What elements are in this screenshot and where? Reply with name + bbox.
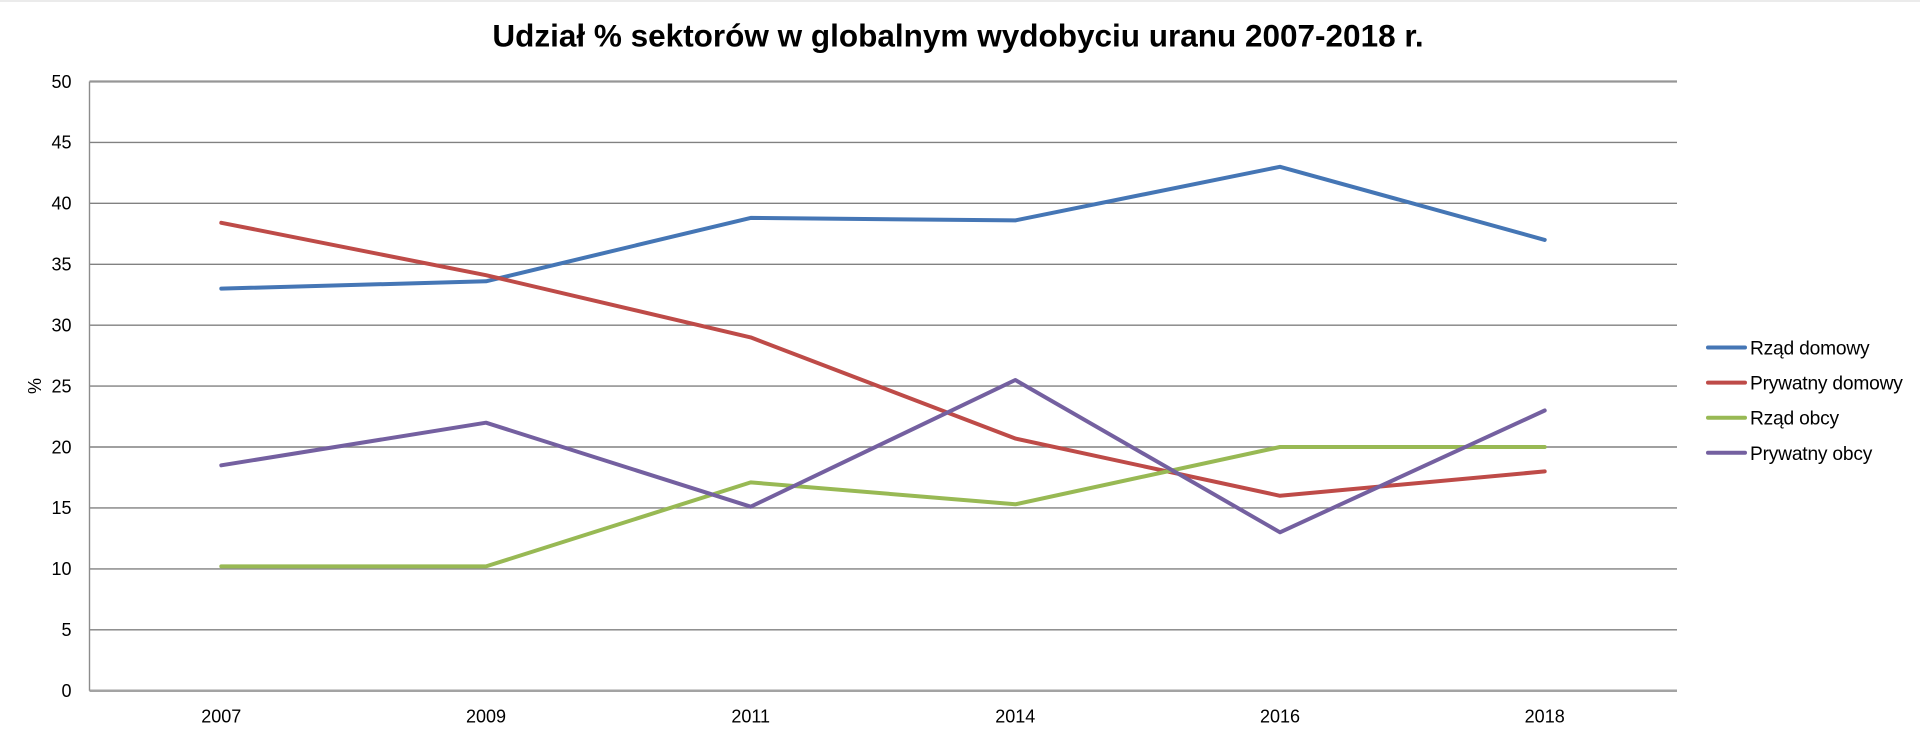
svg-text:25: 25 (51, 376, 71, 396)
svg-text:2007: 2007 (201, 707, 241, 727)
svg-text:5: 5 (61, 620, 71, 640)
svg-text:2016: 2016 (1260, 707, 1300, 727)
svg-text:Prywatny domowy: Prywatny domowy (1750, 374, 1903, 395)
svg-text:Udział % sektorów w globalnym: Udział % sektorów w globalnym wydobyciu … (492, 18, 1423, 54)
svg-text:15: 15 (51, 498, 71, 518)
svg-text:Rząd obcy: Rząd obcy (1750, 409, 1839, 430)
svg-text:2018: 2018 (1525, 707, 1565, 727)
svg-text:Rząd domowy: Rząd domowy (1750, 339, 1870, 360)
svg-text:20: 20 (51, 437, 71, 457)
svg-text:45: 45 (51, 133, 71, 153)
svg-text:35: 35 (51, 255, 71, 275)
svg-text:%: % (25, 378, 45, 394)
svg-text:2014: 2014 (995, 707, 1035, 727)
svg-text:0: 0 (61, 681, 71, 701)
svg-text:2009: 2009 (466, 707, 506, 727)
svg-text:10: 10 (51, 559, 71, 579)
svg-text:50: 50 (51, 72, 71, 92)
svg-text:40: 40 (51, 194, 71, 214)
svg-text:2011: 2011 (731, 707, 770, 727)
svg-text:30: 30 (51, 316, 71, 336)
svg-text:Prywatny obcy: Prywatny obcy (1750, 444, 1873, 465)
